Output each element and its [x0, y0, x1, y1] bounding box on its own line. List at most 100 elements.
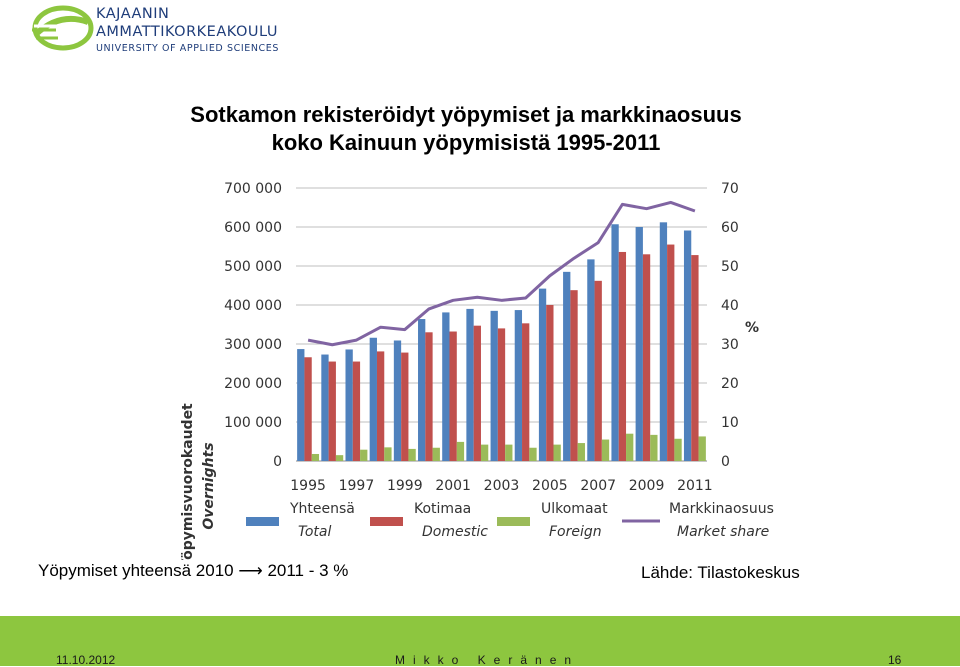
y-left-axis-subtitle: Overnights [201, 442, 217, 529]
slide-title-line-2: koko Kainuun yöpymisistä 1995-2011 [271, 130, 661, 155]
bar-foreign [698, 436, 706, 461]
y-left-axis-title: Yöpymisvuorokaudet [180, 403, 196, 560]
bar-total [490, 310, 498, 461]
y-right-tick-label: 60 [721, 220, 739, 236]
y-left-tick-label: 300 000 [224, 337, 282, 353]
bar-total [611, 224, 619, 461]
legend-label: Markkinaosuus [669, 501, 774, 517]
footer-bar: 11.10.2012 Mikko Keränen 16 [0, 616, 960, 667]
y-left-tick-label: 0 [273, 454, 282, 470]
y-right-axis-title: % [745, 320, 759, 336]
bar-total [297, 349, 305, 461]
bar-total [563, 271, 571, 461]
bar-foreign [311, 453, 320, 461]
bar-domestic [497, 328, 506, 461]
legend-swatch [246, 517, 279, 526]
bar-foreign [650, 434, 658, 461]
bar-foreign [601, 439, 610, 461]
bar-domestic [376, 351, 385, 461]
logo-mark-icon [32, 5, 94, 51]
bar-total [369, 337, 377, 461]
bar-foreign [553, 444, 561, 461]
bar-domestic [449, 331, 457, 461]
bar-domestic [425, 332, 433, 461]
bar-domestic [401, 352, 409, 461]
x-tick-label: 1997 [339, 478, 375, 494]
footer-author: Mikko Keränen [395, 653, 580, 667]
page-number: 16 [888, 653, 902, 667]
legend-label-en: Market share [677, 524, 769, 540]
y-left-tick-label: 600 000 [224, 220, 282, 236]
bar-total [538, 288, 547, 461]
bar-total [466, 308, 474, 461]
x-tick-label: 1999 [387, 478, 423, 494]
bar-total [683, 230, 692, 461]
school-logo: KAJAANIN AMMATTIKORKEAKOULU UNIVERSITY O… [30, 4, 290, 56]
total-change-note: Yöpymiset yhteensä 2010 ⟶ 2011 - 3 % [38, 561, 349, 580]
bar-foreign [577, 443, 585, 461]
legend-label: Ulkomaat [541, 501, 608, 517]
bar-domestic [546, 305, 554, 461]
bar-total [321, 354, 329, 461]
bar-domestic [522, 323, 530, 461]
bar-total [418, 319, 426, 461]
y-left-tick-label: 200 000 [224, 376, 282, 392]
slide-title-line-1: Sotkamon rekisteröidyt yöpymiset ja mark… [190, 102, 742, 127]
bar-total [442, 312, 450, 461]
legend-swatch [370, 517, 403, 526]
overnights-chart: 0 100 000 200 000 300 000 400 000 500 000 600 … [180, 181, 774, 560]
bar-total [587, 259, 595, 461]
bar-domestic [667, 244, 675, 461]
legend-label-en: Total [298, 524, 331, 540]
bar-domestic [594, 280, 602, 461]
y-right-tick-label: 30 [721, 337, 739, 353]
x-tick-label: 2003 [484, 478, 520, 494]
y-right-tick-label: 10 [721, 415, 739, 431]
market-share-line [307, 200, 696, 347]
legend-label-en: Foreign [549, 524, 602, 540]
y-right-tick-label: 70 [721, 181, 739, 197]
bar-domestic [328, 361, 336, 461]
bar-foreign [408, 448, 416, 461]
legend-label-en: Domestic [422, 524, 488, 540]
y-right-tick-label: 0 [721, 454, 730, 470]
bar-total [514, 310, 523, 461]
bar-foreign [529, 447, 537, 461]
source-note: Lähde: Tilastokeskus [641, 563, 800, 582]
bar-domestic [352, 361, 361, 461]
legend-label: Yhteensä [289, 501, 355, 517]
x-tick-label: 2005 [532, 478, 568, 494]
y-left-tick-label: 700 000 [224, 181, 282, 197]
bar-foreign [505, 444, 513, 461]
bar-domestic [618, 251, 627, 461]
bar-foreign [480, 444, 489, 461]
y-right-tick-label: 40 [721, 298, 739, 314]
logo-line-2: AMMATTIKORKEAKOULU [96, 24, 278, 40]
legend-swatch [497, 517, 530, 526]
bar-domestic [473, 325, 481, 461]
x-tick-label: 2007 [580, 478, 616, 494]
bar-domestic [570, 290, 578, 461]
y-left-tick-label: 100 000 [224, 415, 282, 431]
bar-domestic [304, 357, 312, 461]
y-right-tick-label: 50 [721, 259, 739, 275]
x-tick-label: 2011 [677, 478, 713, 494]
bar-total [659, 222, 668, 461]
bar-foreign [674, 438, 682, 461]
bar-total [345, 349, 353, 461]
bar-foreign [626, 433, 634, 461]
bar-foreign [360, 449, 368, 461]
x-tick-label: 2009 [629, 478, 665, 494]
bar-foreign [384, 447, 392, 461]
x-tick-label: 2001 [435, 478, 471, 494]
footer-date: 11.10.2012 [56, 653, 116, 667]
bar-total [635, 227, 643, 461]
bar-foreign [456, 441, 465, 461]
logo-line-3: UNIVERSITY OF APPLIED SCIENCES [96, 43, 280, 54]
y-right-tick-label: 20 [721, 376, 739, 392]
y-left-tick-label: 400 000 [224, 298, 282, 314]
bar-foreign [335, 455, 344, 461]
logo-line-1: KAJAANIN [96, 6, 170, 22]
x-tick-label: 1995 [290, 478, 326, 494]
bar-total [393, 340, 402, 461]
